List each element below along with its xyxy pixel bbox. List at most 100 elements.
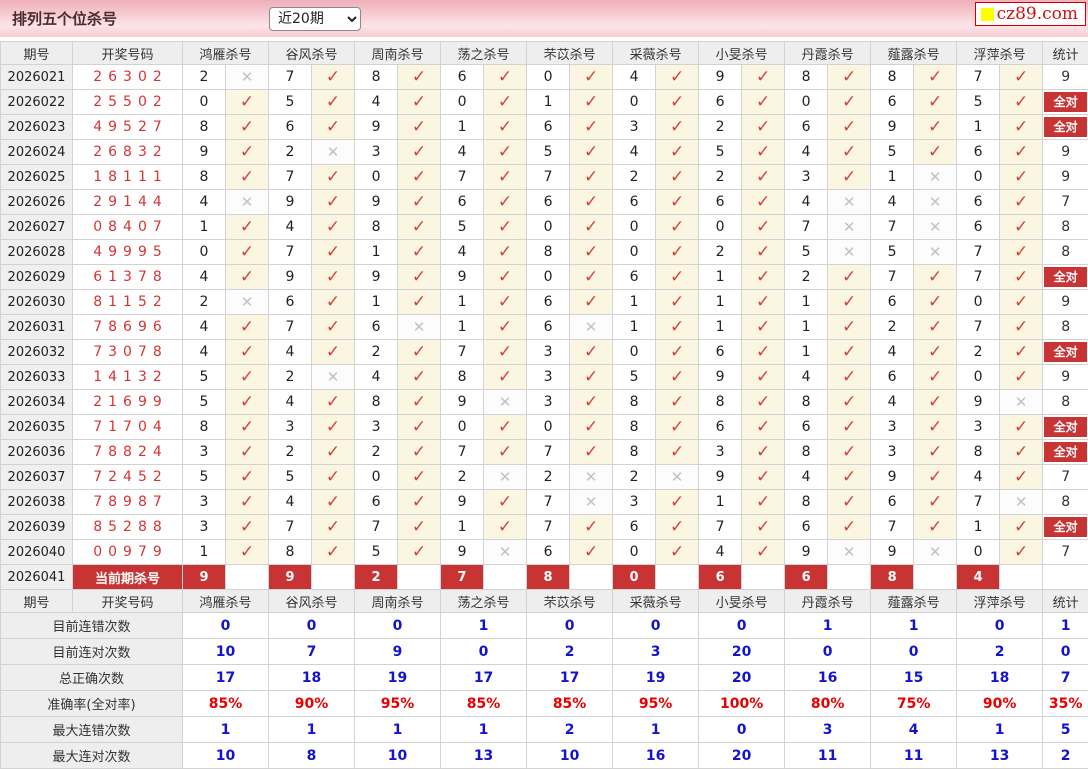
stat-value-cell: 10 xyxy=(183,639,269,665)
check-icon: ✓ xyxy=(742,265,785,290)
check-icon: ✓ xyxy=(398,365,441,390)
check-icon: ✓ xyxy=(828,265,871,290)
check-icon: ✓ xyxy=(570,215,613,240)
check-icon: ✓ xyxy=(570,115,613,140)
kill-number-cell: 2 xyxy=(699,165,742,190)
stat-value-cell: 0 xyxy=(355,613,441,639)
kill-number-cell: 4 xyxy=(699,540,742,565)
cross-icon: ✕ xyxy=(1000,390,1043,415)
check-icon: ✓ xyxy=(1000,65,1043,90)
check-icon: ✓ xyxy=(570,540,613,565)
kill-number-cell: 1 xyxy=(957,115,1000,140)
cross-icon: ✕ xyxy=(570,315,613,340)
stat-value-cell: 10 xyxy=(527,743,613,769)
kill-number-cell: 0 xyxy=(527,215,570,240)
cross-icon: ✕ xyxy=(828,215,871,240)
kill-number-cell: 7 xyxy=(527,515,570,540)
check-icon: ✓ xyxy=(226,215,269,240)
check-icon: ✓ xyxy=(226,415,269,440)
kill-number-cell: 8 xyxy=(441,365,484,390)
kill-number-cell: 6 xyxy=(441,65,484,90)
check-icon: ✓ xyxy=(914,515,957,540)
kill-number-cell: 3 xyxy=(699,440,742,465)
check-icon: ✓ xyxy=(656,265,699,290)
kill-number-cell: 5 xyxy=(871,140,914,165)
check-icon: ✓ xyxy=(828,140,871,165)
check-icon: ✓ xyxy=(656,490,699,515)
table-body: 期号开奖号码鸿雁杀号谷风杀号周南杀号荡之杀号芣苡杀号采薇杀号小旻杀号丹霞杀号薤露… xyxy=(1,42,1088,769)
kill-number-cell: 6 xyxy=(871,290,914,315)
kill-number-cell: 8 xyxy=(785,390,828,415)
kill-number-cell: 5 xyxy=(183,465,226,490)
kill-number-cell: 1 xyxy=(441,290,484,315)
kill-number-cell: 1 xyxy=(957,515,1000,540)
check-icon: ✓ xyxy=(570,340,613,365)
check-icon: ✓ xyxy=(1000,315,1043,340)
current-kill-blank xyxy=(1000,565,1043,590)
kill-number-cell: 6 xyxy=(699,415,742,440)
period-cell: 2026024 xyxy=(1,140,73,165)
stat-cell: 全对 xyxy=(1043,340,1088,365)
check-icon: ✓ xyxy=(312,415,355,440)
range-select[interactable]: 近20期 xyxy=(269,7,361,31)
check-icon: ✓ xyxy=(226,340,269,365)
check-icon: ✓ xyxy=(656,290,699,315)
winning-code-cell: 00979 xyxy=(73,540,183,565)
check-icon: ✓ xyxy=(398,540,441,565)
check-icon: ✓ xyxy=(570,65,613,90)
check-icon: ✓ xyxy=(742,390,785,415)
check-icon: ✓ xyxy=(742,65,785,90)
kill-number-cell: 0 xyxy=(441,90,484,115)
kill-number-cell: 0 xyxy=(183,90,226,115)
site-logo[interactable]: cz89.com xyxy=(975,2,1086,26)
kill-number-cell: 0 xyxy=(613,215,656,240)
cross-icon: ✕ xyxy=(656,465,699,490)
current-kill-number: 2 xyxy=(355,565,398,590)
stat-cell: 全对 xyxy=(1043,415,1088,440)
kill-number-cell: 0 xyxy=(957,365,1000,390)
check-icon: ✓ xyxy=(828,390,871,415)
col-header-expert-3: 周南杀号 xyxy=(355,590,441,613)
kill-number-cell: 2 xyxy=(785,265,828,290)
kill-number-cell: 4 xyxy=(613,65,656,90)
check-icon: ✓ xyxy=(828,315,871,340)
kill-number-cell: 9 xyxy=(441,540,484,565)
check-icon: ✓ xyxy=(312,515,355,540)
kill-number-cell: 0 xyxy=(527,265,570,290)
stat-value-cell: 1 xyxy=(269,717,355,743)
cross-icon: ✕ xyxy=(914,240,957,265)
winning-code-cell: 49527 xyxy=(73,115,183,140)
cross-icon: ✕ xyxy=(312,365,355,390)
kill-number-cell: 7 xyxy=(785,215,828,240)
check-icon: ✓ xyxy=(398,215,441,240)
stat-value-cell: 16 xyxy=(785,665,871,691)
col-header-expert-7: 小旻杀号 xyxy=(699,42,785,65)
kill-number-cell: 7 xyxy=(957,490,1000,515)
kill-number-cell: 0 xyxy=(355,165,398,190)
kill-number-cell: 2 xyxy=(527,465,570,490)
kill-number-cell: 8 xyxy=(355,215,398,240)
check-icon: ✓ xyxy=(570,90,613,115)
current-kill-blank xyxy=(656,565,699,590)
kill-number-cell: 1 xyxy=(355,240,398,265)
check-icon: ✓ xyxy=(570,190,613,215)
current-kill-number: 8 xyxy=(527,565,570,590)
kill-number-cell: 1 xyxy=(699,315,742,340)
current-kill-number: 8 xyxy=(871,565,914,590)
stat-row-label: 总正确次数 xyxy=(1,665,183,691)
kill-number-cell: 3 xyxy=(613,115,656,140)
stat-value-cell: 18 xyxy=(269,665,355,691)
check-icon: ✓ xyxy=(484,290,527,315)
kill-number-cell: 9 xyxy=(871,540,914,565)
stat-value-cell: 20 xyxy=(699,743,785,769)
kill-number-cell: 4 xyxy=(785,465,828,490)
winning-code-cell: 49995 xyxy=(73,240,183,265)
kill-number-cell: 6 xyxy=(871,90,914,115)
perfect-badge: 全对 xyxy=(1044,417,1087,437)
check-icon: ✓ xyxy=(398,390,441,415)
kill-number-cell: 3 xyxy=(527,365,570,390)
winning-code-cell: 29144 xyxy=(73,190,183,215)
stat-total-cell: 35% xyxy=(1043,691,1088,717)
